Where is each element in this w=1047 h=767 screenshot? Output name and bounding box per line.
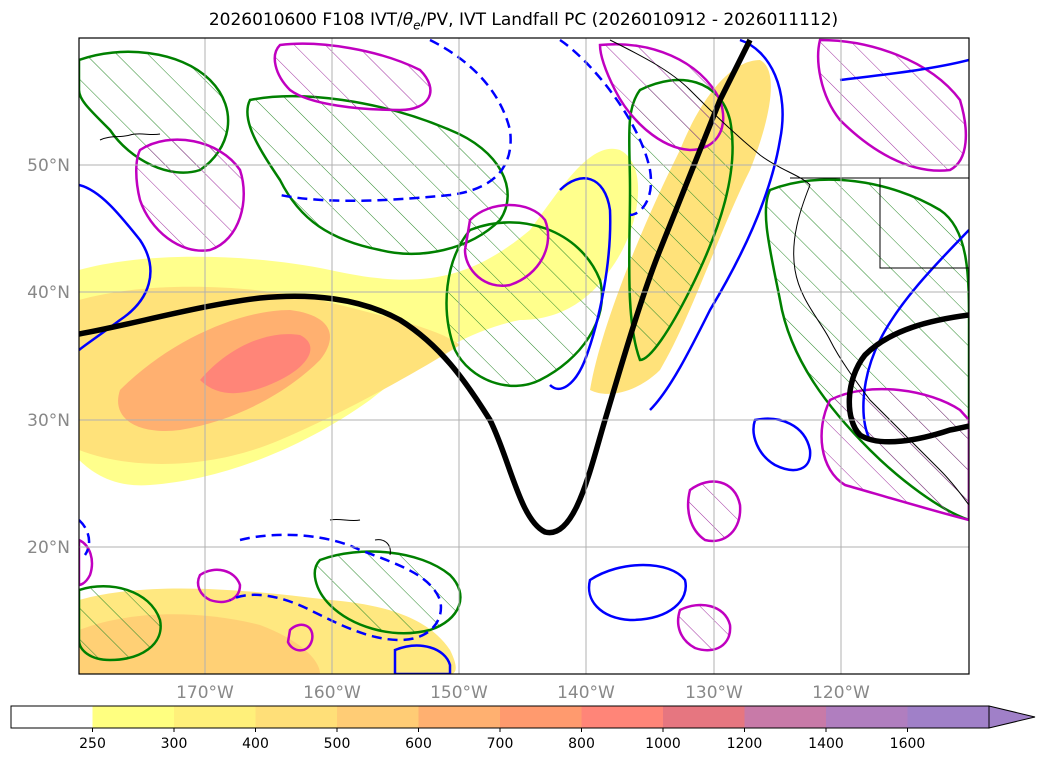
magenta-loop-central <box>463 203 550 288</box>
blue-contours <box>79 38 969 674</box>
green-region-south <box>313 550 462 635</box>
magenta-region-ne <box>816 38 968 172</box>
blue-contour-south-edge <box>393 644 452 674</box>
colorbar-segment <box>907 706 990 728</box>
map-frame <box>78 37 970 675</box>
magenta-region-se <box>820 387 969 522</box>
magenta-region-nw <box>135 138 245 252</box>
lon-label-120w: 120°W <box>812 683 870 703</box>
colorbar-segment <box>174 706 256 728</box>
pv-line-main <box>79 38 753 536</box>
state-borders <box>879 178 969 269</box>
colorbar-extend-arrow <box>988 705 1036 729</box>
lon-label-160w: 160°W <box>303 683 361 703</box>
lon-label-140w: 140°W <box>557 683 615 703</box>
colorbar-label: 400 <box>242 736 269 752</box>
colorbar-label: 700 <box>487 736 514 752</box>
colorbar-segment <box>418 706 501 728</box>
colorbar-segment <box>255 706 338 728</box>
colorbar-label: 1200 <box>727 736 763 752</box>
colorbar-label: 250 <box>79 736 106 752</box>
blue-dashed-edge <box>79 519 91 556</box>
blue-dashed-south <box>229 533 443 642</box>
lon-label-150w: 150°W <box>430 683 488 703</box>
blue-contour-central <box>549 177 612 391</box>
colorbar-segment <box>500 706 582 728</box>
blue-contour-west <box>79 183 152 351</box>
magenta-loop-far-south <box>676 603 732 652</box>
blue-dashed-coastal <box>559 38 653 217</box>
ivt-1000-region <box>200 334 311 394</box>
map-layers <box>79 38 969 674</box>
green-region-coastal <box>627 78 734 362</box>
colorbar-segment <box>337 706 419 728</box>
lat-label-50: 50°N <box>27 156 70 176</box>
green-region-sw <box>79 585 162 662</box>
colorbar-segment <box>826 706 908 728</box>
magenta-region-north <box>273 42 432 112</box>
pv-contours <box>79 38 969 536</box>
colorbar-segment <box>744 706 827 728</box>
lat-label-40: 40°N <box>27 283 70 303</box>
magenta-loop-small <box>286 623 314 652</box>
colorbar-label: 1400 <box>808 736 844 752</box>
blue-loop-far-south <box>587 563 687 622</box>
colorbar-label: 1600 <box>890 736 926 752</box>
magenta-loop-sw <box>196 568 242 604</box>
blue-loop-south <box>752 417 812 472</box>
colorbar: 250 300 400 500 600 700 800 1000 1200 1400 1600 <box>10 705 1036 752</box>
lon-label-170w: 170°W <box>176 683 234 703</box>
colorbar-label: 600 <box>405 736 432 752</box>
blue-contour-coastal <box>649 38 784 411</box>
colorbar-segment <box>663 706 745 728</box>
pv-line-east <box>846 312 969 445</box>
magenta-region-coastal <box>598 43 725 152</box>
colorbar-label: 1000 <box>645 736 681 752</box>
colorbar-label: 300 <box>161 736 188 752</box>
blue-contour-ne <box>839 58 969 82</box>
aleutian-islands <box>99 133 161 141</box>
colorbar-segment <box>581 706 664 728</box>
hawaii-islands <box>329 518 391 556</box>
magenta-contours <box>79 38 969 652</box>
colorbar-label: 800 <box>568 736 595 752</box>
lat-label-20: 20°N <box>27 538 70 558</box>
blue-dashed-north <box>279 38 512 203</box>
map-title: 2026010600 F108 IVT/θe/PV, IVT Landfall … <box>208 10 839 33</box>
map-grid <box>79 38 969 674</box>
lon-label-130w: 130°W <box>685 683 743 703</box>
colorbar-label: 500 <box>324 736 351 752</box>
colorbar-segment <box>92 706 175 728</box>
lat-label-30: 30°N <box>27 411 70 431</box>
coastlines <box>99 39 969 556</box>
colorbar-segment <box>11 706 93 728</box>
green-region-central <box>445 221 604 388</box>
